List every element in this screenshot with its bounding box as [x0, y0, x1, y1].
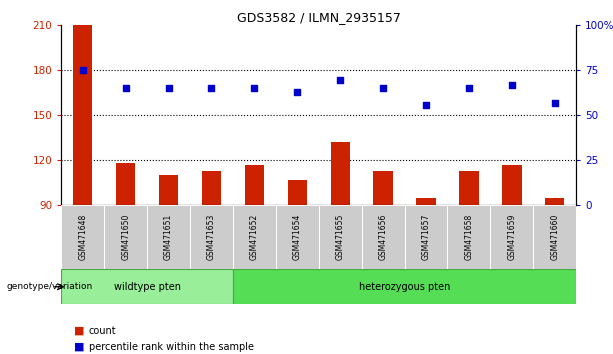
Point — [164, 85, 173, 91]
Text: ■: ■ — [74, 326, 84, 336]
Bar — [276, 205, 319, 269]
Text: heterozygous pten: heterozygous pten — [359, 282, 451, 292]
Bar — [61, 205, 104, 269]
Bar — [533, 205, 576, 269]
Point — [207, 85, 216, 91]
Bar — [233, 205, 276, 269]
Point — [121, 85, 131, 91]
Bar — [447, 205, 490, 269]
Bar — [233, 269, 576, 304]
Text: GSM471653: GSM471653 — [207, 214, 216, 261]
Text: GSM471651: GSM471651 — [164, 214, 173, 260]
Text: count: count — [89, 326, 116, 336]
Point — [335, 78, 345, 83]
Point — [464, 85, 474, 91]
Bar — [459, 171, 479, 205]
Bar — [73, 25, 93, 205]
Text: GSM471656: GSM471656 — [379, 214, 387, 261]
Text: genotype/variation: genotype/variation — [6, 282, 93, 291]
Text: GSM471657: GSM471657 — [422, 214, 430, 261]
Bar — [319, 205, 362, 269]
Bar — [245, 165, 264, 205]
Bar — [373, 171, 393, 205]
Point — [249, 85, 259, 91]
Bar — [190, 205, 233, 269]
Bar — [362, 205, 405, 269]
Bar — [116, 163, 135, 205]
Bar — [416, 198, 436, 205]
Title: GDS3582 / ILMN_2935157: GDS3582 / ILMN_2935157 — [237, 11, 401, 24]
Bar — [502, 165, 522, 205]
Bar — [159, 175, 178, 205]
Text: GSM471655: GSM471655 — [336, 214, 345, 261]
Bar — [287, 180, 307, 205]
Text: GSM471650: GSM471650 — [121, 214, 130, 261]
Bar — [405, 205, 447, 269]
Text: GSM471652: GSM471652 — [250, 214, 259, 260]
Text: GSM471654: GSM471654 — [293, 214, 302, 261]
Bar — [330, 142, 350, 205]
Point — [78, 67, 88, 73]
Bar — [545, 198, 565, 205]
Bar — [202, 171, 221, 205]
Point — [421, 102, 431, 107]
Text: ■: ■ — [74, 342, 84, 352]
Bar — [104, 205, 147, 269]
Text: wildtype pten: wildtype pten — [113, 282, 181, 292]
Text: GSM471659: GSM471659 — [508, 214, 516, 261]
Text: GSM471658: GSM471658 — [465, 214, 473, 260]
Point — [507, 82, 517, 88]
Bar — [61, 269, 233, 304]
Point — [378, 85, 388, 91]
Text: GSM471660: GSM471660 — [550, 214, 559, 261]
Bar — [147, 205, 190, 269]
Point — [292, 90, 302, 95]
Text: GSM471648: GSM471648 — [78, 214, 87, 260]
Point — [550, 100, 560, 106]
Bar — [490, 205, 533, 269]
Text: percentile rank within the sample: percentile rank within the sample — [89, 342, 254, 352]
